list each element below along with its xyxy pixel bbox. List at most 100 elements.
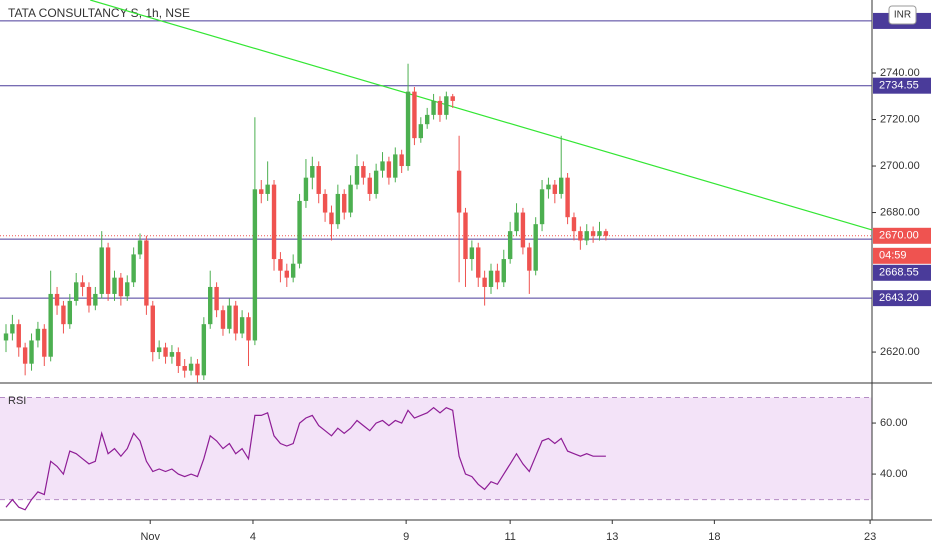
candle-body — [450, 96, 455, 101]
candle-body — [533, 224, 538, 271]
candle-body — [131, 254, 136, 283]
candle-body — [527, 247, 532, 271]
candle-body — [227, 305, 232, 329]
candle-body — [367, 177, 372, 194]
candle-body — [73, 282, 79, 301]
trendline — [90, 0, 873, 231]
candle-body — [265, 184, 270, 194]
candle-body — [54, 293, 60, 306]
rsi-line — [5, 406, 606, 511]
candle-body — [156, 347, 162, 353]
candle-body — [86, 286, 92, 306]
candle-body — [10, 324, 15, 334]
candle-body — [99, 247, 104, 294]
candle-body — [3, 333, 9, 341]
candle-body — [399, 154, 404, 167]
y-tick-label: 2620.00 — [880, 346, 920, 358]
rsi-y-tick-label: 40.00 — [880, 468, 908, 480]
candle-body — [163, 347, 168, 357]
x-tick-label: Nov — [140, 531, 160, 543]
candle-body — [220, 310, 226, 329]
candle-body — [195, 363, 200, 376]
candle-body — [48, 293, 53, 357]
candle-body — [93, 293, 98, 306]
candle-body — [456, 170, 462, 213]
x-tick-label: 13 — [606, 531, 618, 543]
candle-body — [329, 212, 334, 225]
candle-body — [42, 328, 47, 357]
candle-body — [80, 282, 85, 287]
candle-body — [418, 124, 424, 139]
candle-body — [316, 166, 321, 194]
candle-body — [137, 240, 143, 255]
candle-body — [507, 231, 513, 260]
candle-body — [259, 189, 264, 194]
x-tick-label: 4 — [250, 531, 256, 543]
candle-body — [348, 184, 353, 213]
candle-body — [584, 231, 589, 241]
rsi-label: RSI — [8, 395, 26, 407]
x-tick-label: 23 — [864, 531, 876, 543]
candle-body — [495, 270, 500, 283]
candle-body — [208, 286, 213, 325]
candle-body — [252, 189, 258, 341]
candle-body — [361, 166, 366, 178]
candle-body — [284, 270, 289, 278]
countdown-label-text: 04:59 — [879, 250, 907, 262]
candle-body — [437, 100, 443, 115]
candle-body — [322, 193, 328, 213]
candle-body — [565, 177, 570, 218]
candle-body — [539, 189, 545, 225]
candle-body — [354, 166, 360, 185]
candle-body — [559, 177, 564, 194]
candle-body — [520, 212, 526, 248]
candle-body — [463, 212, 468, 260]
candle-body — [22, 347, 28, 364]
candle-body — [303, 177, 309, 201]
currency-button[interactable]: INR — [888, 5, 917, 25]
candle-body — [239, 317, 245, 334]
level-label-text: 2668.55 — [879, 267, 919, 279]
candle-body — [246, 317, 251, 341]
candle-body — [482, 277, 487, 287]
rsi-y-tick-label: 60.00 — [880, 417, 908, 429]
candle-body — [342, 193, 347, 213]
currency-button-text: INR — [894, 10, 911, 21]
candle-body — [233, 305, 238, 334]
currency-button-box — [888, 5, 917, 25]
candle-body — [188, 363, 194, 371]
candle-body — [112, 277, 117, 294]
x-tick-label: 9 — [403, 531, 409, 543]
y-tick-label: 2680.00 — [880, 206, 920, 218]
candle-body — [386, 161, 392, 178]
last-price-label-text: 2670.00 — [879, 230, 919, 242]
candle-body — [603, 231, 609, 236]
candle-body — [29, 340, 34, 364]
candle-body — [469, 247, 475, 260]
candle-body — [271, 184, 277, 260]
candle-body — [35, 328, 41, 341]
y-tick-label: 2720.00 — [880, 113, 920, 125]
countdown-label-box — [873, 247, 931, 264]
level-label: 2734.55 — [873, 77, 931, 94]
candle-body — [118, 277, 124, 297]
last-price-label-box — [873, 227, 931, 244]
level-label-text: 2643.20 — [879, 292, 919, 304]
candle-body — [144, 240, 149, 306]
candle-body — [310, 166, 315, 178]
candle-body — [412, 91, 417, 139]
countdown-label: 04:59 — [873, 247, 931, 264]
candle-body — [405, 91, 411, 167]
candle-body — [373, 170, 379, 194]
rsi-band — [0, 397, 872, 500]
level-label-box — [873, 77, 931, 94]
candle-body — [297, 200, 302, 264]
level-label-box — [873, 264, 931, 281]
candle-body — [514, 212, 519, 232]
y-tick-label: 2700.00 — [880, 160, 920, 172]
candle-body — [393, 154, 398, 178]
level-label-box — [873, 290, 931, 307]
candle-body — [61, 305, 66, 325]
